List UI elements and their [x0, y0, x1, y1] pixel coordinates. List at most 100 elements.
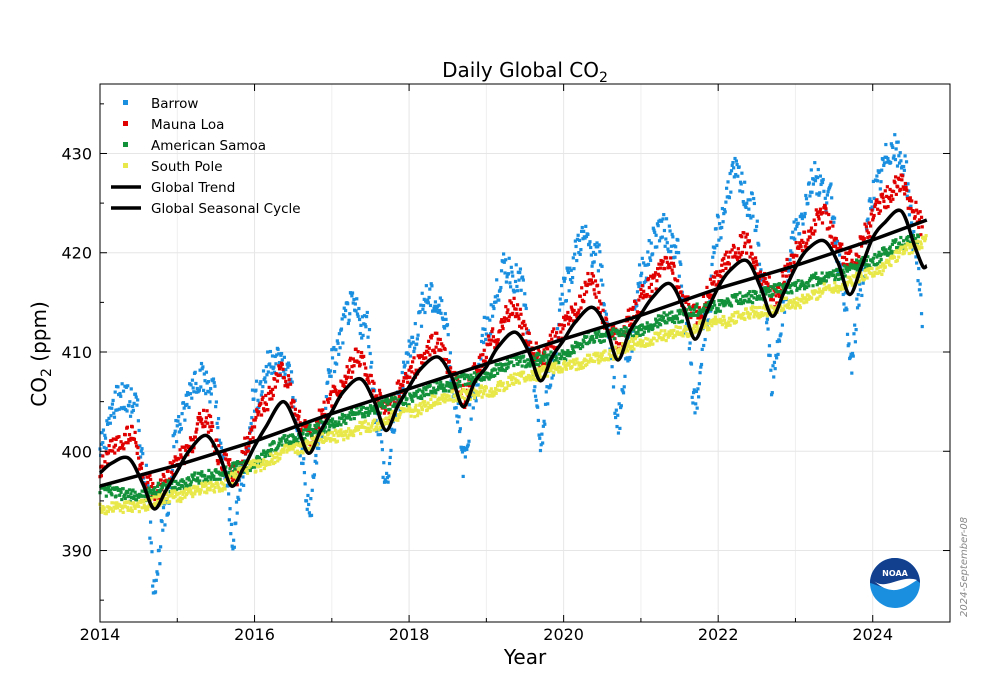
data-point	[275, 455, 279, 459]
data-point	[268, 443, 272, 447]
data-point	[121, 487, 125, 491]
data-point	[130, 509, 134, 513]
data-point	[691, 327, 696, 331]
data-point	[470, 393, 474, 397]
data-point	[568, 277, 573, 282]
data-point	[407, 405, 411, 409]
data-point	[539, 357, 543, 361]
data-point	[471, 406, 475, 410]
data-point	[511, 274, 515, 278]
data-point	[347, 368, 351, 372]
data-point	[200, 481, 204, 486]
data-point	[878, 260, 882, 264]
data-point	[367, 345, 371, 349]
data-point	[161, 528, 165, 532]
data-point	[413, 322, 417, 326]
data-point	[588, 340, 592, 344]
data-point	[562, 323, 566, 328]
data-point	[638, 294, 642, 299]
data-point	[129, 436, 133, 440]
data-point	[862, 237, 866, 241]
data-point	[307, 502, 311, 507]
data-point	[355, 297, 359, 301]
data-point	[199, 420, 203, 424]
data-point	[559, 354, 564, 359]
data-point	[507, 256, 511, 260]
data-point	[529, 378, 533, 382]
data-point	[769, 393, 774, 397]
data-point	[277, 364, 281, 368]
data-point	[322, 400, 326, 404]
data-point	[199, 361, 204, 366]
data-point	[130, 495, 134, 500]
data-point	[397, 392, 402, 396]
data-point	[360, 350, 364, 355]
data-point	[656, 224, 660, 228]
data-point	[347, 433, 351, 437]
data-point	[448, 351, 452, 355]
data-point	[626, 342, 630, 346]
data-point	[903, 244, 907, 248]
data-point	[200, 367, 204, 371]
data-point	[550, 366, 554, 370]
data-point	[834, 244, 838, 248]
data-point	[619, 405, 623, 410]
data-point	[204, 416, 208, 420]
data-point	[357, 317, 362, 322]
data-point	[306, 432, 310, 436]
data-point	[308, 423, 312, 427]
data-point	[549, 344, 553, 348]
data-point	[635, 303, 639, 307]
data-point	[530, 369, 534, 374]
data-point	[788, 306, 792, 310]
noaa-logo-text: NOAA	[882, 569, 908, 578]
data-point	[595, 351, 599, 355]
data-point	[432, 401, 436, 405]
data-point	[673, 278, 678, 282]
data-point	[108, 406, 112, 410]
data-point	[354, 347, 358, 351]
data-point	[132, 496, 136, 501]
data-point	[812, 273, 817, 277]
data-point	[318, 419, 323, 423]
data-point	[419, 394, 423, 398]
data-point	[248, 431, 252, 435]
plot-area	[98, 133, 928, 595]
data-point	[533, 362, 538, 367]
data-point	[583, 280, 587, 284]
data-point	[146, 507, 150, 511]
data-point	[132, 494, 137, 498]
data-point	[426, 298, 430, 302]
data-point	[215, 481, 219, 485]
data-point	[260, 390, 264, 394]
data-point	[337, 389, 342, 393]
data-point	[671, 261, 676, 266]
data-point	[451, 389, 455, 393]
data-point	[671, 336, 675, 340]
data-point	[614, 345, 618, 349]
data-point	[757, 243, 761, 247]
data-point	[277, 441, 281, 445]
data-point	[756, 241, 760, 245]
data-point	[853, 261, 857, 265]
data-point	[363, 323, 367, 327]
data-point	[383, 405, 387, 409]
y-tick-label: 390	[61, 542, 92, 561]
data-point	[227, 518, 231, 522]
data-point	[908, 196, 912, 200]
data-point	[349, 407, 354, 412]
data-point	[190, 450, 195, 454]
data-point	[715, 273, 720, 277]
data-point	[323, 425, 328, 429]
data-point	[751, 309, 755, 313]
data-point	[589, 357, 593, 361]
data-point	[270, 458, 274, 462]
data-point	[795, 224, 799, 229]
data-point	[548, 383, 553, 387]
data-point	[710, 324, 714, 328]
data-point	[741, 311, 746, 316]
data-point	[152, 579, 156, 583]
data-point	[489, 372, 493, 376]
data-point	[811, 182, 815, 186]
data-point	[777, 339, 782, 343]
